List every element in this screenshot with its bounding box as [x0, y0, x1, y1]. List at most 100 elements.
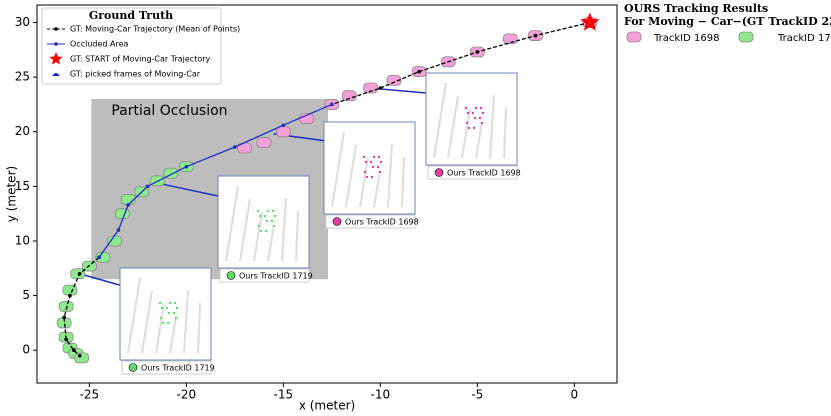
track-frame: [114, 208, 130, 220]
inset-road: [359, 157, 369, 208]
inset-road: [239, 198, 251, 262]
trajectory-point: [233, 145, 237, 149]
inset-point: [258, 214, 262, 218]
inset-point: [474, 106, 478, 110]
inset-point: [370, 175, 374, 179]
y-tick-label: 10: [15, 233, 30, 247]
inset-road: [489, 94, 495, 159]
y-tick-label: 0: [22, 343, 30, 357]
tracks-title: For Moving − Car−(GT TrackID 22): [624, 15, 831, 28]
inset-point: [372, 155, 376, 159]
y-tick-label: 30: [15, 15, 30, 29]
inset-label: Ours TrackID 1698: [447, 169, 521, 178]
inset-label-box: [427, 165, 518, 180]
occlusion-label: Partial Occlusion: [111, 103, 227, 119]
inset-label-box: [219, 268, 310, 283]
inset-point: [379, 160, 383, 164]
inset-point: [464, 106, 468, 110]
inset-point: [168, 301, 172, 305]
inset-point: [259, 229, 263, 233]
legend-label: GT: Moving-Car Trajectory (Mean of Point…: [70, 25, 240, 34]
inset-point: [271, 209, 275, 213]
inset-point: [257, 224, 261, 228]
trajectory-point: [330, 102, 334, 107]
inset-point: [479, 106, 483, 110]
inset-point: [481, 111, 485, 115]
plot-frame: [36, 4, 618, 384]
trajectory-point: [72, 348, 76, 353]
x-tick-label: -25: [80, 388, 100, 402]
inset-point: [467, 126, 471, 130]
legend-symbol: [52, 73, 60, 76]
inset-road: [373, 170, 381, 208]
inset-road: [267, 224, 275, 262]
inset-road: [503, 107, 507, 159]
trajectory-point: [77, 353, 82, 358]
inset-label: Ours TrackID 1698: [345, 218, 419, 227]
inset-label-dot: [434, 168, 444, 177]
inset-point: [264, 229, 268, 233]
inset-point: [174, 316, 178, 320]
trajectory-line: [98, 103, 333, 258]
legend-symbol: [54, 27, 58, 31]
inset-road: [197, 302, 201, 354]
inset-point: [378, 170, 382, 174]
legend-symbol: [738, 31, 754, 43]
trajectory-point: [533, 33, 538, 38]
inset-point: [266, 209, 270, 213]
leader-line: [157, 182, 219, 197]
legend-symbol: [626, 31, 642, 43]
inset-point: [265, 219, 269, 223]
inset-point: [256, 209, 260, 213]
inset-label-dot: [332, 217, 342, 226]
inset-point: [167, 311, 171, 315]
inset-road: [401, 156, 405, 208]
inset-road: [183, 289, 189, 354]
track-frame: [58, 301, 74, 312]
x-tick-label: -5: [471, 388, 483, 402]
x-axis-label: x (meter): [299, 399, 355, 413]
track-frame: [386, 74, 402, 86]
inset-road: [331, 131, 345, 208]
legend-label: Occluded Area: [70, 40, 129, 49]
y-tick-label: 20: [15, 124, 30, 138]
inset-point: [478, 116, 482, 120]
trajectory-point: [184, 164, 189, 169]
inset-point: [175, 306, 179, 310]
inset-road: [127, 277, 141, 354]
legend: Ground Truth GT: Moving-Car Trajectory (M…: [41, 7, 240, 85]
y-tick-label: 15: [15, 179, 30, 193]
legend-title: Ground Truth: [89, 9, 173, 22]
inset-point: [172, 311, 176, 315]
x-tick-label: -15: [274, 388, 294, 402]
trajectory-point: [378, 86, 383, 90]
inset-point: [173, 301, 177, 305]
inset-road: [225, 185, 239, 262]
inset-point: [165, 306, 169, 310]
start-star: [580, 12, 600, 31]
inset-point: [371, 165, 375, 169]
inset-point: [363, 170, 367, 174]
inset-point: [473, 116, 477, 120]
inset-road: [447, 95, 459, 159]
trajectory-point: [62, 315, 66, 320]
inset-point: [365, 175, 369, 179]
trajectory-point: [475, 50, 480, 54]
track-frame: [256, 137, 272, 149]
track-frame: [275, 126, 291, 138]
y-axis-label: y (meter): [5, 166, 19, 222]
legend-label: GT: picked frames of Moving-Car: [70, 70, 201, 79]
inset-point: [472, 126, 476, 130]
inset-road: [387, 143, 393, 208]
trajectory-point: [417, 69, 421, 74]
tracks-label: TrackID 1719: [777, 33, 831, 44]
trajectory-point: [126, 203, 130, 207]
x-tick-label: -10: [371, 388, 391, 402]
inset-road: [169, 316, 177, 354]
inset-point: [362, 155, 366, 159]
inset-road: [461, 108, 471, 159]
x-tick-label: -20: [177, 388, 197, 402]
inset-road: [253, 211, 263, 262]
y-tick-label: 5: [22, 288, 30, 302]
